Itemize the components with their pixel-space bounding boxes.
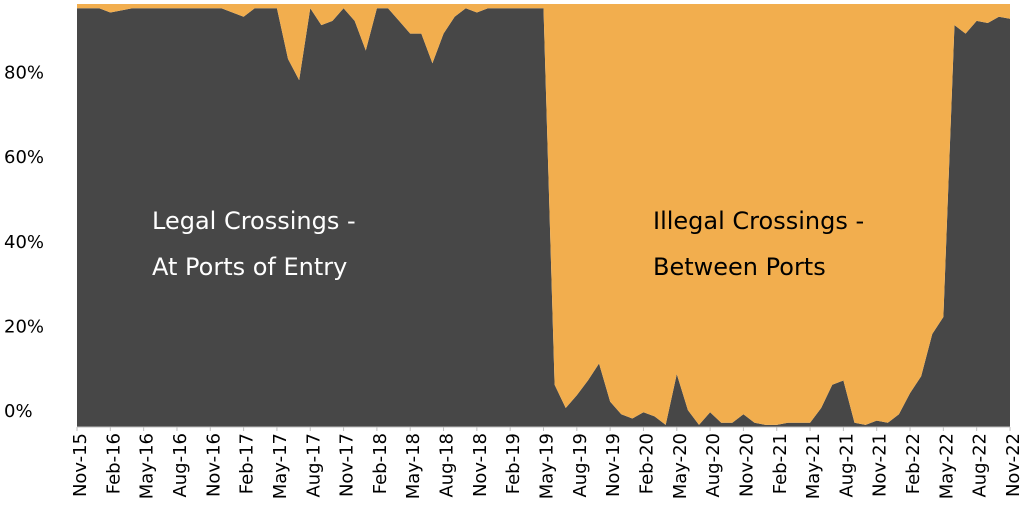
x-tick-label: Nov-20 (736, 433, 757, 497)
x-tick-label: Aug-16 (170, 433, 191, 498)
x-tick-label: Nov-19 (603, 433, 624, 497)
area (77, 4, 1010, 425)
x-tick-label: May-19 (537, 433, 558, 499)
x-tick-label: Aug-18 (437, 433, 458, 498)
y-tick-label: 20% (4, 316, 44, 337)
x-tick-label: Aug-17 (303, 433, 324, 498)
x-tick-label: May-21 (803, 433, 824, 499)
annotation: Legal Crossings - (152, 207, 356, 235)
area (77, 8, 1010, 427)
x-tick-label: May-22 (936, 433, 957, 499)
y-tick-label: 60% (4, 147, 44, 168)
x-tick-label: Aug-19 (570, 433, 591, 498)
x-tick-label: Aug-20 (703, 433, 724, 498)
x-tick-label: May-18 (403, 433, 424, 499)
x-tick-label: Nov-17 (337, 433, 358, 497)
x-tick-label: Nov-18 (470, 433, 491, 497)
x-tick-label: Feb-17 (237, 433, 258, 494)
x-tick-label: Aug-21 (836, 433, 857, 498)
annotation: At Ports of Entry (152, 253, 347, 281)
x-tick-label: Feb-21 (770, 433, 791, 494)
y-tick-label: 0% (4, 401, 33, 422)
annotation: Illegal Crossings - (653, 207, 864, 235)
x-tick-label: Nov-22 (1003, 433, 1024, 497)
x-tick-label: Nov-16 (203, 433, 224, 497)
x-tick-label: May-17 (270, 433, 291, 499)
x-tick-label: Aug-22 (970, 433, 991, 498)
x-tick-label: Nov-21 (870, 433, 891, 497)
x-tick-label: Feb-16 (103, 433, 124, 494)
x-tick-label: Feb-19 (503, 433, 524, 494)
x-tick-label: May-20 (670, 433, 691, 499)
x-tick-label: May-16 (137, 433, 158, 499)
y-tick-label: 40% (4, 232, 44, 253)
y-tick-label: 80% (4, 63, 44, 84)
x-tick-label: Feb-20 (636, 433, 657, 494)
annotation: Between Ports (653, 253, 826, 281)
x-tick-label: Nov-15 (70, 433, 91, 497)
x-tick-label: Feb-22 (903, 433, 924, 494)
x-tick-label: Feb-18 (370, 433, 391, 494)
